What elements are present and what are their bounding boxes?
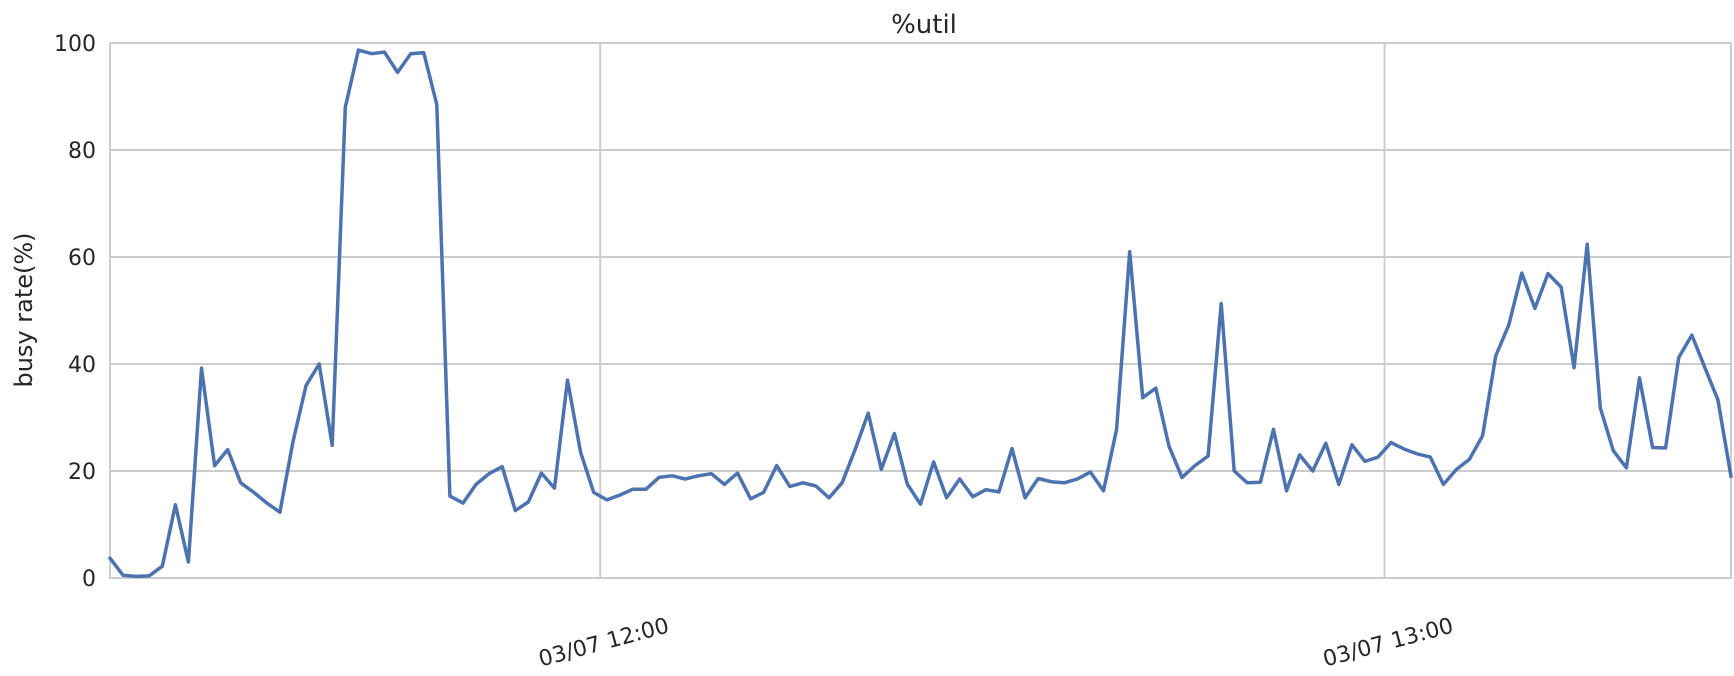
x-axis-ticks: 03/07 12:00 03/07 13:00 [536, 614, 1456, 673]
x-tick-label: 03/07 12:00 [536, 614, 672, 673]
y-tick-label: 80 [68, 139, 96, 164]
y-axis-label: busy rate(%) [10, 232, 38, 387]
series-group [108, 48, 1733, 579]
y-tick-label: 20 [68, 460, 96, 485]
y-axis-ticks: 0 20 40 60 80 100 [54, 32, 96, 592]
gridlines [110, 42, 1731, 579]
x-tick-label: 03/07 13:00 [1320, 614, 1456, 673]
y-tick-label: 40 [68, 353, 96, 378]
series-line [108, 48, 1733, 579]
chart-title: %util [891, 10, 957, 40]
y-tick-label: 100 [54, 32, 96, 57]
y-tick-label: 0 [82, 567, 96, 592]
y-tick-label: 60 [68, 246, 96, 271]
plot-frame [109, 42, 1732, 579]
